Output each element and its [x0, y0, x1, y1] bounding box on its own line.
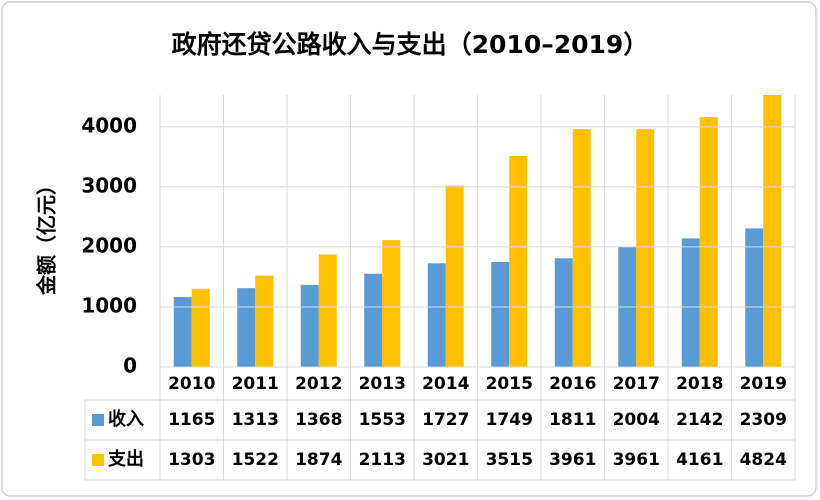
y-tick-label: 1000 — [81, 293, 137, 317]
table-value: 3961 — [549, 450, 596, 470]
table-value: 2113 — [359, 450, 406, 470]
bar — [318, 254, 337, 367]
y-tick-label: 4000 — [81, 113, 137, 137]
x-tick-label: 2016 — [549, 374, 596, 394]
x-tick-label: 2018 — [676, 374, 723, 394]
x-tick-label: 2013 — [359, 374, 406, 394]
bar — [681, 238, 700, 367]
bar — [554, 258, 573, 367]
table-value: 3515 — [486, 450, 533, 470]
bar — [191, 288, 210, 367]
chart-title: 政府还贷公路收入与支出（2010–2019） — [172, 30, 649, 59]
table-value: 1874 — [295, 450, 342, 470]
bar — [382, 240, 401, 367]
table-value: 1165 — [168, 410, 215, 430]
x-tick-label: 2011 — [232, 374, 279, 394]
table-value: 1553 — [359, 410, 406, 430]
table-value: 3021 — [422, 450, 469, 470]
x-tick-label: 2015 — [486, 374, 533, 394]
y-tick-label: 2000 — [81, 233, 137, 257]
table-value: 2142 — [676, 410, 723, 430]
bar — [364, 273, 383, 367]
bar — [509, 155, 528, 367]
bar — [572, 129, 591, 367]
y-axis-label: 金额（亿元） — [35, 175, 59, 296]
table-value: 4824 — [740, 450, 787, 470]
bar — [300, 284, 319, 367]
bar — [763, 95, 782, 367]
table-value: 2309 — [740, 410, 787, 430]
table-value: 1303 — [168, 450, 215, 470]
table-value: 2004 — [613, 410, 660, 430]
table-value: 1522 — [232, 450, 279, 470]
table-value: 1749 — [486, 410, 533, 430]
table-value: 1811 — [549, 410, 596, 430]
bar — [237, 288, 256, 367]
y-tick-label: 3000 — [81, 173, 137, 197]
table-value: 1368 — [295, 410, 342, 430]
y-tick-label: 0 — [123, 354, 137, 378]
legend-label: 收入 — [108, 408, 144, 430]
bar — [445, 185, 464, 367]
bar — [427, 263, 446, 367]
plot-area — [173, 95, 782, 367]
bar — [491, 261, 510, 367]
table-value: 1727 — [422, 410, 469, 430]
x-tick-label: 2010 — [168, 374, 215, 394]
bar — [699, 117, 718, 367]
table-value: 4161 — [676, 450, 723, 470]
bar — [636, 129, 655, 367]
table-value: 1313 — [232, 410, 279, 430]
table-value: 3961 — [613, 450, 660, 470]
x-tick-label: 2012 — [295, 374, 342, 394]
bar — [173, 297, 192, 367]
x-tick-label: 2014 — [422, 374, 469, 394]
legend-key — [92, 414, 104, 426]
bar — [255, 275, 274, 367]
x-tick-label: 2019 — [740, 374, 787, 394]
legend-label: 支出 — [107, 448, 144, 470]
bar — [745, 228, 764, 367]
x-tick-label: 2017 — [613, 374, 660, 394]
legend-key — [92, 454, 104, 466]
